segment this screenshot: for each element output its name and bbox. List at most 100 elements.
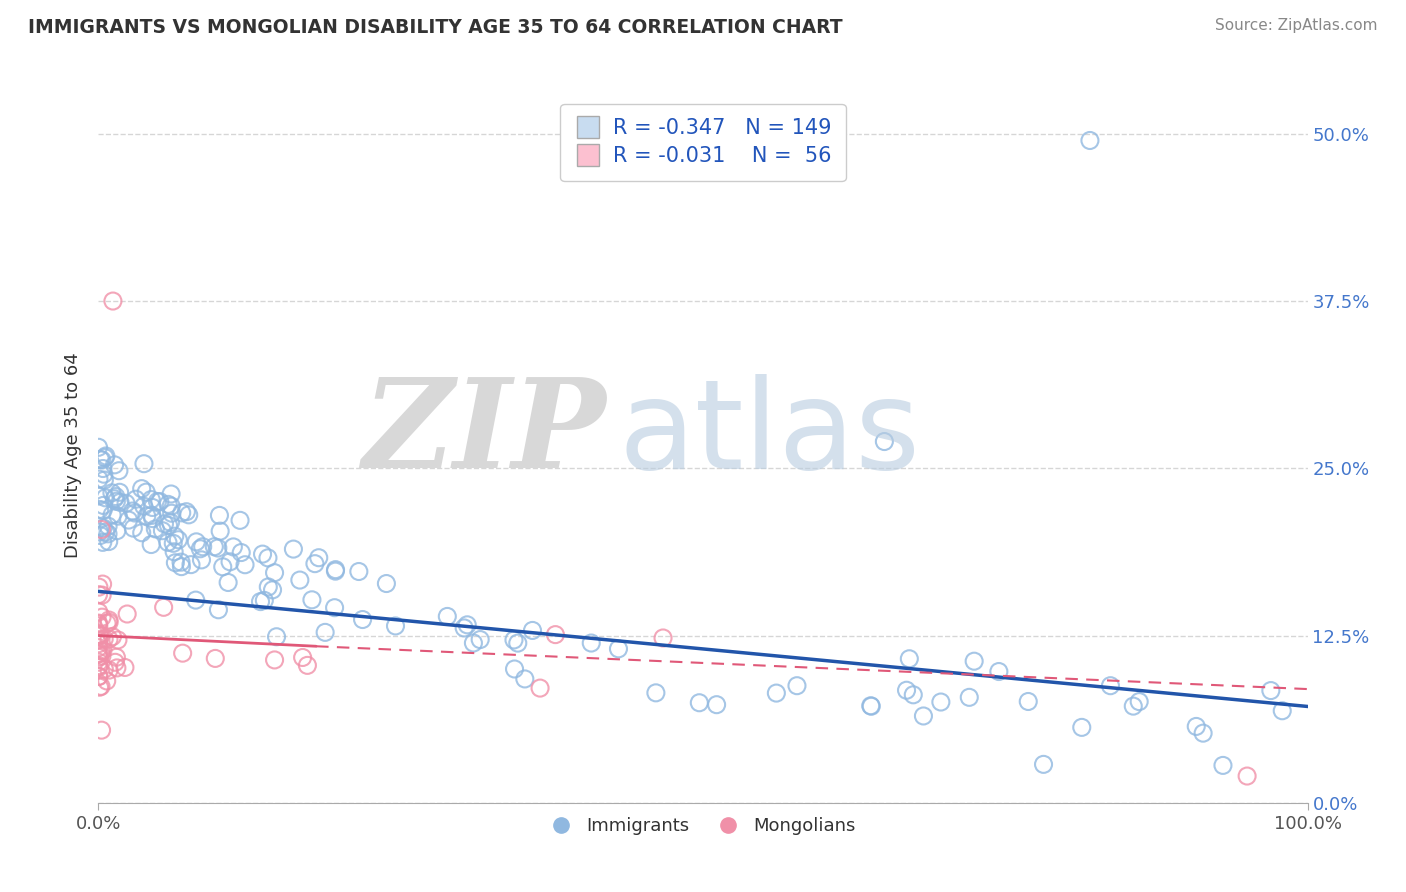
Point: [141, 492, 163, 507]
Point: [98, 632, 121, 647]
Point: [96, 616, 118, 631]
Point: [97, 526, 120, 541]
Point: [1212, 758, 1234, 772]
Point: [89, 452, 111, 467]
Point: [146, 494, 169, 508]
Point: [190, 553, 212, 567]
Point: [263, 653, 285, 667]
Point: [912, 709, 935, 723]
Point: [98, 613, 121, 627]
Point: [177, 508, 200, 522]
Point: [91, 643, 114, 657]
Point: [141, 537, 163, 551]
Point: [91, 588, 114, 602]
Point: [291, 650, 314, 665]
Point: [89, 524, 111, 539]
Point: [252, 547, 274, 561]
Point: [688, 696, 710, 710]
Point: [957, 690, 980, 705]
Point: [93, 467, 115, 482]
Point: [903, 688, 925, 702]
Point: [87, 655, 110, 669]
Point: [172, 646, 194, 660]
Point: [87, 628, 110, 642]
Point: [153, 516, 176, 531]
Point: [529, 681, 551, 695]
Point: [347, 565, 370, 579]
Point: [90, 523, 112, 537]
Point: [506, 636, 529, 650]
Point: [87, 640, 110, 655]
Point: [87, 650, 110, 665]
Point: [108, 485, 131, 500]
Point: [94, 525, 117, 540]
Point: [456, 617, 478, 632]
Point: [186, 534, 208, 549]
Point: [93, 662, 115, 676]
Point: [87, 472, 110, 486]
Point: [115, 496, 138, 510]
Point: [90, 649, 112, 664]
Point: [503, 632, 526, 647]
Point: [1078, 134, 1101, 148]
Point: [87, 605, 110, 619]
Point: [207, 603, 229, 617]
Point: [233, 558, 256, 572]
Point: [253, 593, 276, 607]
Point: [91, 461, 114, 475]
Point: [163, 545, 186, 559]
Point: [308, 550, 330, 565]
Point: [90, 679, 112, 693]
Point: [263, 566, 285, 580]
Point: [453, 621, 475, 635]
Point: [544, 627, 567, 641]
Point: [170, 559, 193, 574]
Point: [96, 673, 118, 688]
Point: [117, 513, 139, 527]
Point: [231, 545, 253, 559]
Point: [87, 580, 110, 594]
Point: [207, 541, 229, 555]
Point: [1185, 719, 1208, 733]
Point: [132, 457, 155, 471]
Point: [304, 557, 326, 571]
Point: [283, 542, 305, 557]
Point: [131, 525, 153, 540]
Point: [135, 509, 157, 524]
Point: [105, 494, 128, 508]
Point: [87, 669, 110, 683]
Point: [160, 487, 183, 501]
Point: [325, 564, 347, 578]
Point: [1099, 679, 1122, 693]
Point: [105, 524, 128, 538]
Point: [143, 522, 166, 536]
Point: [170, 506, 193, 520]
Point: [89, 680, 111, 694]
Point: [87, 660, 110, 674]
Point: [163, 529, 186, 543]
Point: [987, 665, 1010, 679]
Point: [1122, 699, 1144, 714]
Point: [581, 636, 603, 650]
Point: [184, 593, 207, 607]
Point: [122, 521, 145, 535]
Point: [87, 440, 110, 454]
Point: [262, 582, 284, 597]
Point: [257, 550, 280, 565]
Point: [121, 504, 143, 518]
Point: [90, 644, 112, 658]
Point: [104, 490, 127, 504]
Point: [91, 610, 114, 624]
Point: [176, 505, 198, 519]
Point: [87, 489, 110, 503]
Point: [217, 575, 239, 590]
Point: [87, 658, 110, 673]
Point: [162, 536, 184, 550]
Point: [105, 661, 128, 675]
Point: [115, 607, 138, 621]
Point: [91, 453, 114, 467]
Point: [157, 497, 180, 511]
Point: [211, 559, 233, 574]
Text: ZIP: ZIP: [363, 373, 606, 495]
Point: [101, 294, 124, 309]
